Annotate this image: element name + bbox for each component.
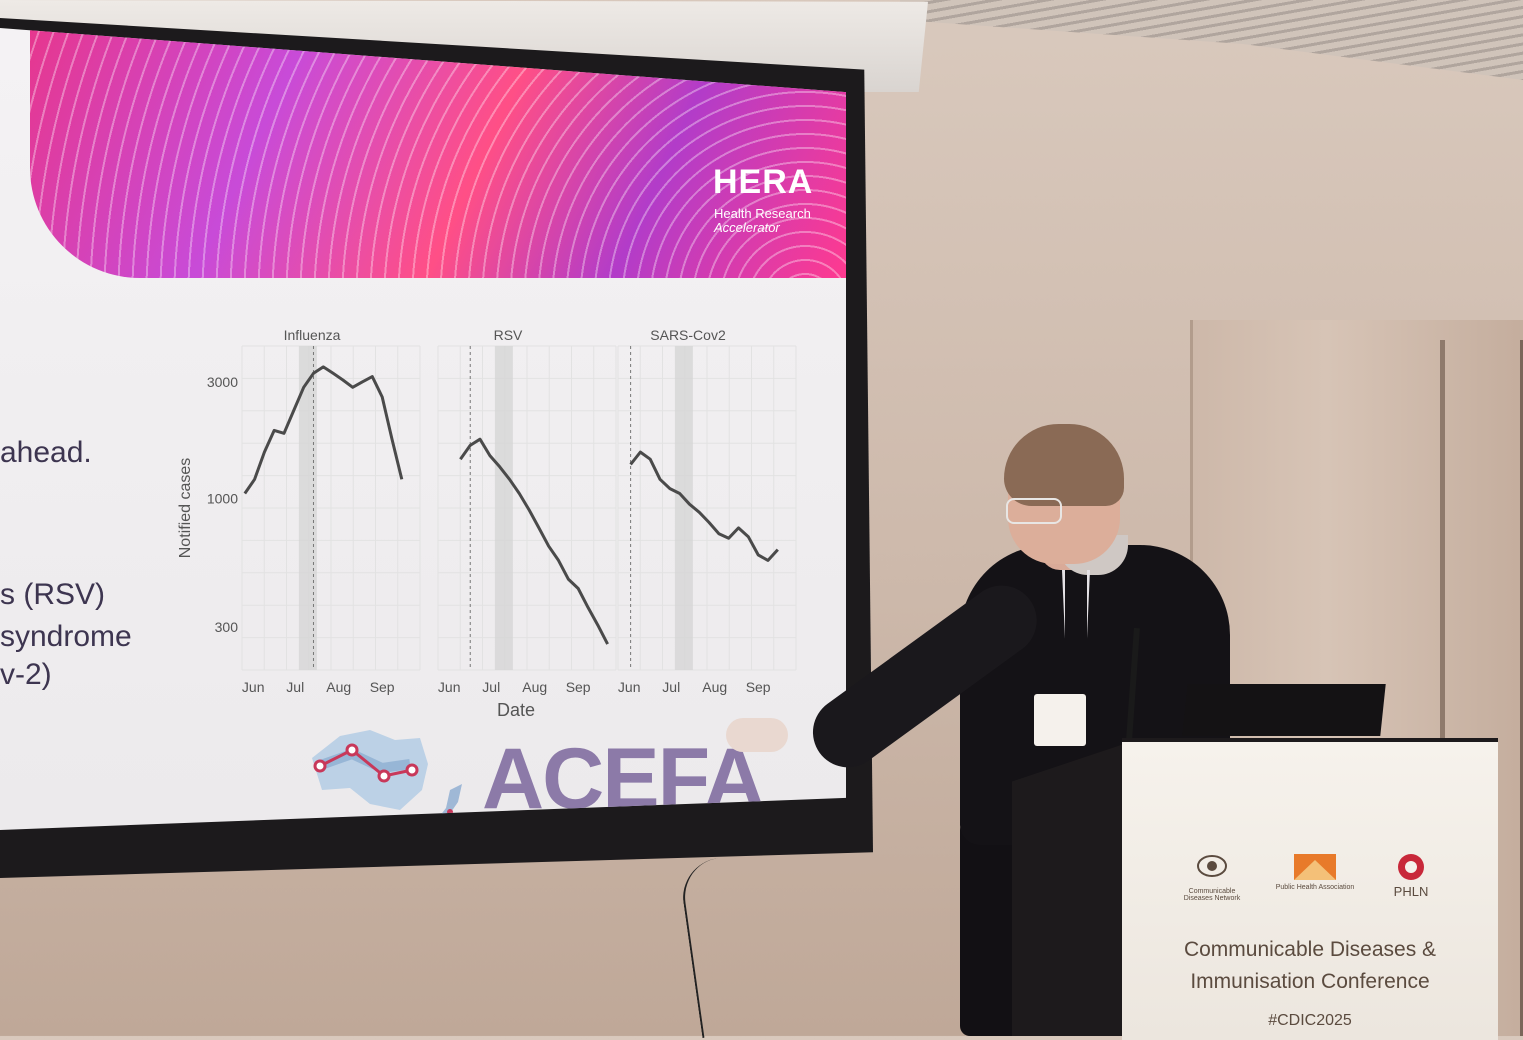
cable — [677, 857, 745, 1039]
notified-cases-chart: Notified cases 300 1000 3000 Influenza Jun Jul… — [177, 327, 797, 720]
podium-side — [1012, 740, 1136, 1036]
x-tick-label: Jul — [662, 679, 680, 695]
x-tick-label: Aug — [522, 679, 547, 695]
slide-banner — [30, 28, 846, 278]
door-frame — [1440, 340, 1523, 1036]
series-line — [459, 437, 609, 645]
y-tick-label: 300 — [215, 619, 239, 635]
x-tick-label: Sep — [370, 679, 395, 695]
shaded-week-band — [494, 346, 513, 670]
hera-logo-title: HERA — [713, 163, 814, 201]
series-line — [243, 365, 404, 495]
x-tick-label: Sep — [566, 679, 591, 695]
panel-title: SARS-Cov2 — [650, 327, 726, 343]
x-tick-label: Jul — [286, 679, 304, 695]
shaded-week-band — [674, 346, 693, 670]
x-tick-label: Aug — [326, 679, 351, 695]
phln-logo-text: PHLN — [1393, 884, 1429, 899]
y-tick-label: 3000 — [207, 374, 238, 390]
presenter-hand — [726, 718, 788, 752]
x-tick-label: Jun — [618, 679, 641, 695]
y-tick-label: 1000 — [207, 491, 238, 507]
slide-text-line: v-2) — [0, 658, 52, 691]
laptop — [1182, 684, 1386, 736]
x-tick-label: Jul — [482, 679, 500, 695]
y-axis-label: Notified cases — [177, 458, 194, 559]
conference-title-line2: Immunisation Conference — [1190, 970, 1430, 993]
pha-logo-icon — [1294, 854, 1336, 880]
hera-logo-subtitle: Health Research — [714, 206, 811, 221]
series-line — [629, 450, 779, 562]
phln-logo-icon — [1398, 854, 1424, 880]
x-tick-label: Sep — [746, 679, 771, 695]
conference-title-line1: Communicable Diseases & — [1183, 938, 1437, 961]
conference-hashtag: #CDIC2025 — [1268, 1012, 1352, 1029]
name-badge — [1034, 694, 1086, 746]
panel-title: Influenza — [284, 327, 341, 343]
shaded-week-band — [298, 346, 317, 670]
slide-text-line: s (RSV) — [0, 578, 105, 611]
x-axis-label: Date — [497, 700, 535, 720]
glasses-icon — [1006, 498, 1062, 524]
pha-logo-text: Public Health Association — [1275, 884, 1355, 891]
hera-logo-subtitle-2: Accelerator — [714, 220, 780, 235]
panel-title: RSV — [494, 327, 523, 343]
slide-text-line: syndrome — [0, 620, 132, 653]
x-tick-label: Jun — [438, 679, 461, 695]
presenter-hair — [1004, 424, 1124, 506]
x-tick-label: Aug — [702, 679, 727, 695]
network-logo-text: Communicable Diseases Network — [1183, 888, 1241, 902]
x-tick-label: Jun — [242, 679, 265, 695]
network-logo-icon — [1197, 855, 1227, 877]
ceiling-vent — [900, 0, 1523, 80]
projected-slide: HERA Health Research Accelerator ahead. … — [0, 28, 846, 830]
slide-text-line: ahead. — [0, 436, 92, 469]
podium-front: Communicable Diseases Network Public Hea… — [1122, 738, 1498, 1040]
